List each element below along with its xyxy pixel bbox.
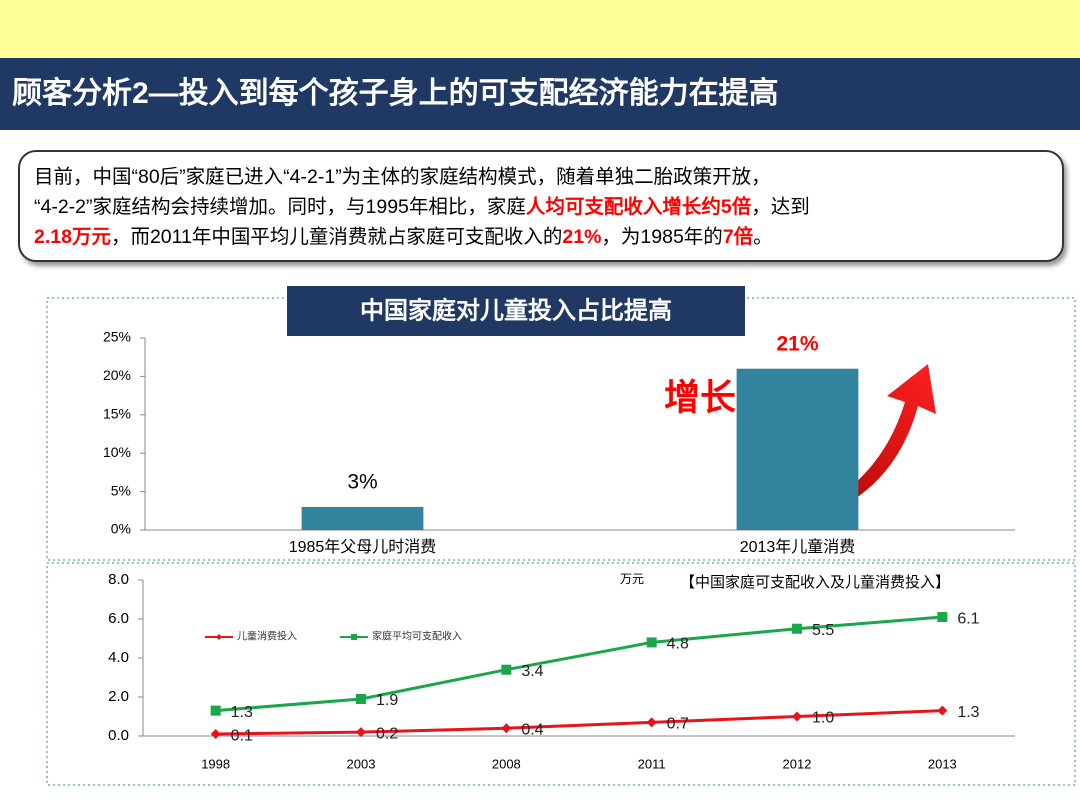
- text: 。: [753, 226, 773, 248]
- y-tick-label: 5%: [111, 482, 131, 498]
- marker: [356, 727, 366, 738]
- value-label: 1.0: [812, 710, 834, 727]
- value-label: 3.4: [521, 663, 543, 680]
- intro-line: 2.18万元，而2011年中国平均儿童消费就占家庭可支配收入的21%，为1985…: [34, 222, 1062, 252]
- text: “4-2-2”家庭结构会持续增加。同时，与1995年相比，家庭: [34, 196, 526, 218]
- y-tick-label: 20%: [103, 367, 131, 383]
- marker: [501, 664, 512, 675]
- marker: [501, 723, 512, 734]
- bar: [736, 368, 859, 530]
- value-label: 6.1: [957, 610, 979, 627]
- slide-title: 顾客分析2—投入到每个孩子身上的可支配经济能力在提高: [0, 58, 1080, 130]
- intro-line: 目前，中国“80后”家庭已进入“4-2-1”为主体的家庭结构模式，随着单独二胎政…: [34, 162, 1062, 192]
- value-label: 3%: [347, 471, 377, 494]
- marker: [937, 612, 948, 623]
- legend-label: 家庭平均可支配收入: [372, 630, 462, 643]
- highlight-text: 人均可支配收入增长约5倍: [525, 196, 752, 218]
- chart-frame: [46, 562, 1076, 786]
- highlight-text: 7倍: [722, 226, 754, 248]
- marker: [210, 729, 221, 740]
- y-tick-label: 8.0: [108, 571, 129, 588]
- text: ，为1985年的: [601, 226, 723, 248]
- marker: [210, 705, 221, 716]
- highlight-text: 21%: [562, 226, 602, 248]
- marker: [646, 717, 657, 728]
- highlight-text: 2.18万元: [34, 226, 111, 248]
- value-label: 4.8: [667, 636, 689, 653]
- x-tick-label: 2013年儿童消费: [740, 537, 856, 556]
- y-tick-label: 10%: [103, 444, 131, 460]
- bar: [301, 506, 424, 530]
- chart-title: 【中国家庭可支配收入及儿童消费投入】: [680, 573, 950, 591]
- marker: [792, 623, 802, 634]
- chart-title-box: [287, 286, 745, 336]
- x-tick-label: 2012: [783, 756, 812, 771]
- y-tick-label: 0.0: [108, 727, 129, 744]
- y-tick-label: 2.0: [108, 688, 129, 705]
- value-label: 1.9: [376, 692, 398, 709]
- value-label: 0.4: [521, 721, 543, 738]
- x-tick-label: 2003: [347, 756, 376, 771]
- value-label: 5.5: [812, 622, 834, 639]
- top-band: [0, 0, 1080, 58]
- marker: [216, 634, 222, 640]
- legend-label: 儿童消费投入: [237, 630, 297, 643]
- text: 目前，中国“80后”家庭已进入“4-2-1”为主体的家庭结构模式，随着单独二胎政…: [34, 166, 771, 188]
- text: ，达到: [751, 196, 810, 218]
- series-line: [215, 709, 943, 736]
- value-label: 0.7: [667, 716, 689, 733]
- x-tick-label: 1985年父母儿时消费: [289, 538, 437, 556]
- intro-box: 目前，中国“80后”家庭已进入“4-2-1”为主体的家庭结构模式，随着单独二胎政…: [18, 150, 1064, 262]
- marker: [351, 634, 357, 640]
- marker: [937, 705, 948, 716]
- value-label: 1.3: [957, 704, 979, 721]
- text: ，而2011年中国平均儿童消费就占家庭可支配收入的: [110, 226, 563, 248]
- y-tick-label: 25%: [103, 329, 131, 345]
- chart-title: 中国家庭对儿童投入占比提高: [360, 296, 672, 324]
- value-label: 0.1: [231, 727, 253, 744]
- x-tick-label: 2008: [492, 756, 521, 771]
- value-label: 0.2: [376, 725, 398, 742]
- x-tick-label: 1998: [201, 756, 230, 771]
- x-tick-label: 2013: [928, 756, 957, 771]
- series-line: [215, 615, 943, 713]
- y-unit: 万元: [620, 572, 644, 586]
- x-tick-label: 2011: [638, 756, 666, 771]
- value-label: 1.3: [231, 704, 253, 721]
- y-tick-label: 6.0: [108, 610, 129, 627]
- chart-frame: [46, 297, 1076, 561]
- y-tick-label: 15%: [103, 406, 131, 422]
- value-label: 21%: [776, 332, 818, 355]
- y-tick-label: 0%: [111, 521, 131, 537]
- marker: [792, 711, 802, 722]
- marker: [356, 693, 366, 704]
- marker: [646, 637, 657, 648]
- intro-line: “4-2-2”家庭结构会持续增加。同时，与1995年相比，家庭人均可支配收入增长…: [34, 192, 1062, 222]
- y-tick-label: 4.0: [108, 649, 129, 666]
